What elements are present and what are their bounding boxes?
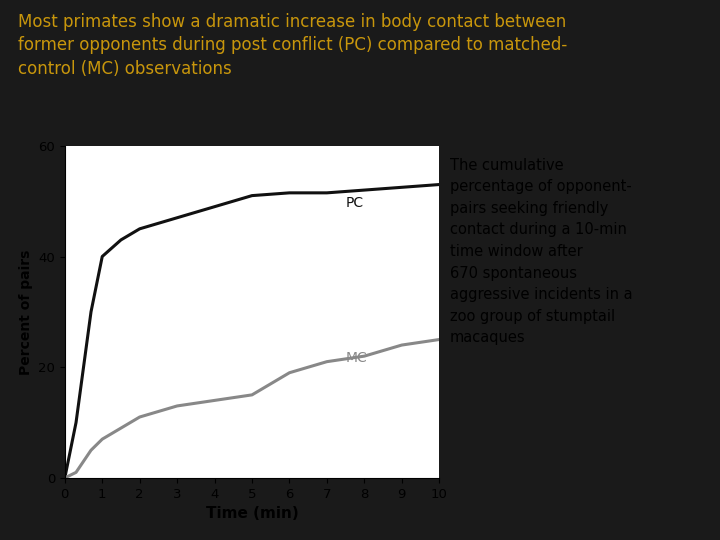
- Text: The cumulative
percentage of opponent-
pairs seeking friendly
contact during a 1: The cumulative percentage of opponent- p…: [450, 158, 633, 346]
- Y-axis label: Percent of pairs: Percent of pairs: [19, 249, 32, 375]
- X-axis label: Time (min): Time (min): [206, 506, 298, 521]
- Text: Most primates show a dramatic increase in body contact between
former opponents : Most primates show a dramatic increase i…: [18, 12, 567, 78]
- Text: PC: PC: [346, 195, 364, 210]
- Text: MC: MC: [346, 350, 367, 365]
